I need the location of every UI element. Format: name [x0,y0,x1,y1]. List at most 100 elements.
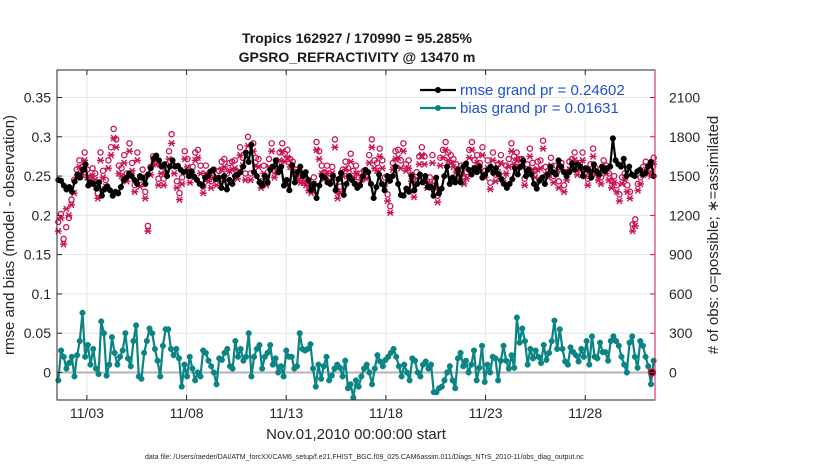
y-tick-label: 0.35 [24,90,51,106]
rmse-point [90,180,97,187]
assimilated-obs-point [141,194,149,202]
possible-obs-point [202,162,210,169]
assimilated-obs-point [368,143,376,151]
possible-obs-point [489,149,497,156]
possible-obs-point [400,140,407,147]
bias-point [125,355,132,362]
assimilated-obs-point [615,197,623,205]
asterisk-stroke [76,163,83,171]
rmse-point [386,177,394,184]
possible-obs-point [555,178,563,185]
assimilated-obs-point [626,194,634,202]
assimilated-obs-point [347,158,355,166]
bias-point [229,365,236,372]
bias-point [438,383,445,390]
asterisk-stroke [231,164,238,172]
assimilated-obs-point [60,240,68,248]
assimilated-obs-point [62,205,70,213]
rmse-point [585,166,592,173]
rmse-point [370,195,377,202]
bias-point [133,322,140,329]
possible-obs-point [97,149,104,156]
bias-point [543,356,550,363]
asterisk-stroke [479,151,486,159]
bias-point [154,357,161,364]
asterisk-stroke [460,180,468,188]
rmse-point [569,160,576,167]
y-tick-label: 0 [43,365,51,381]
rmse-point [302,169,309,176]
bias-point [567,344,574,351]
bias-point [417,373,424,380]
assimilated-obs-point [560,188,568,196]
asterisk-stroke [331,143,338,151]
asterisk-stroke [205,177,212,185]
asterisk-stroke [110,134,117,142]
rmse-point [544,171,551,178]
bias-point [546,349,553,356]
bias-point [55,377,62,384]
assimilated-obs-point [463,175,471,183]
assimilated-obs-point [120,159,128,167]
asterisk-stroke [271,173,278,181]
bias-point [355,383,362,390]
bias-point [505,365,512,372]
asterisk-stroke [526,152,533,160]
asterisk-stroke [284,154,291,162]
rmse-point [164,173,171,180]
assimilated-obs-point [173,184,181,192]
bias-point [478,342,486,349]
asterisk-stroke [113,143,120,151]
asterisk-stroke [492,177,499,185]
asterisk-stroke [434,198,441,206]
rmse-point [579,173,587,180]
assimilated-obs-point [442,146,450,154]
assimilated-obs-point [104,164,112,172]
asterisk-stroke [503,170,510,177]
y2-tick-label: 0 [669,365,677,381]
bias-point [642,353,649,360]
rmse-point [286,187,293,194]
possible-obs-point [144,222,152,230]
rmse-point [308,187,315,194]
possible-obs-point [260,162,268,169]
rmse-point [452,179,459,186]
bias-point [307,341,314,348]
rmse-point [457,179,464,186]
asterisk-stroke [505,163,512,171]
possible-obs-point [313,138,320,146]
bias-point [76,338,83,345]
bias-point [588,333,596,340]
asterisk-stroke [168,139,175,147]
bias-point [623,369,630,376]
bias-point [369,381,376,388]
asterisk-stroke [131,188,138,196]
asterisk-stroke [100,173,107,181]
possible-obs-point [508,140,515,147]
asterisk-stroke [200,189,207,197]
rmse-point [147,165,154,172]
assimilated-obs-point [99,173,107,181]
bias-point [79,309,86,316]
bias-point [650,357,657,364]
bias-point [578,345,585,352]
assimilated-obs-point [181,155,189,163]
asterisk-stroke [508,147,515,155]
rmse-point [465,166,472,173]
rmse-point [321,174,328,181]
rmse-point [294,169,301,176]
rmse-point [240,163,247,170]
rmse-point [577,163,584,170]
asterisk-stroke [489,156,497,164]
rmse-point [590,161,597,168]
assimilated-obs-point [386,209,394,217]
asterisk-stroke [416,160,423,168]
asterisk-stroke [613,188,620,196]
possible-obs-point [571,149,578,156]
asterisk-stroke [405,164,412,172]
possible-obs-point [265,155,273,163]
possible-obs-point [589,145,597,152]
y2-tick-label: 300 [669,325,693,341]
possible-obs-point [394,146,402,154]
bias-point [559,345,566,352]
